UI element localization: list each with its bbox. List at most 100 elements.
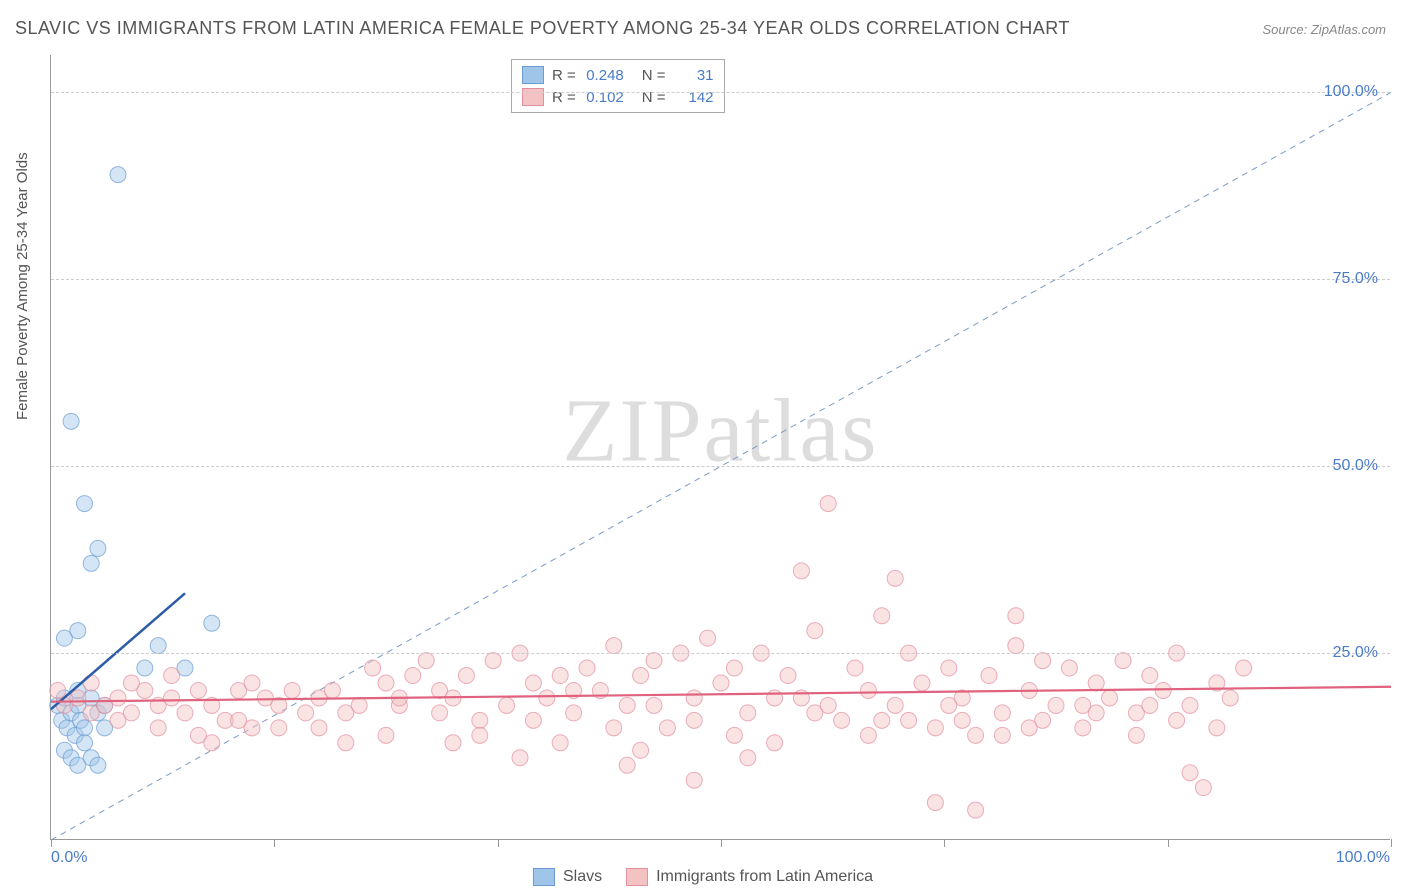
chart-title: SLAVIC VS IMMIGRANTS FROM LATIN AMERICA …: [15, 18, 1070, 39]
data-point: [994, 727, 1010, 743]
data-point: [927, 795, 943, 811]
data-point: [1021, 720, 1037, 736]
data-point: [767, 735, 783, 751]
data-point: [150, 638, 166, 654]
data-point: [579, 660, 595, 676]
data-point: [324, 682, 340, 698]
x-tick: [1168, 839, 1169, 847]
data-point: [1142, 668, 1158, 684]
data-point: [968, 802, 984, 818]
data-point: [860, 682, 876, 698]
data-point: [606, 638, 622, 654]
data-point: [994, 705, 1010, 721]
data-point: [1035, 653, 1051, 669]
data-point: [1236, 660, 1252, 676]
data-point: [1048, 697, 1064, 713]
data-point: [1142, 697, 1158, 713]
data-point: [1102, 690, 1118, 706]
legend-swatch-latin: [626, 868, 648, 886]
y-tick-label: 50.0%: [1333, 457, 1378, 475]
data-point: [351, 697, 367, 713]
data-point: [432, 705, 448, 721]
data-point: [311, 720, 327, 736]
grid-line: [51, 92, 1390, 93]
data-point: [1209, 720, 1225, 736]
data-point: [713, 675, 729, 691]
data-point: [874, 712, 890, 728]
data-point: [941, 660, 957, 676]
data-point: [499, 697, 515, 713]
data-point: [887, 697, 903, 713]
data-point: [780, 668, 796, 684]
data-point: [633, 742, 649, 758]
data-point: [927, 720, 943, 736]
data-point: [472, 712, 488, 728]
legend-label-slavs: Slavs: [563, 868, 602, 886]
data-point: [1088, 675, 1104, 691]
data-point: [418, 653, 434, 669]
data-point: [445, 735, 461, 751]
data-point: [552, 668, 568, 684]
legend-swatch-slavs: [533, 868, 555, 886]
data-point: [298, 705, 314, 721]
data-point: [820, 496, 836, 512]
data-point: [458, 668, 474, 684]
data-point: [834, 712, 850, 728]
data-point: [525, 675, 541, 691]
data-point: [767, 690, 783, 706]
data-point: [204, 615, 220, 631]
data-point: [981, 668, 997, 684]
data-point: [807, 623, 823, 639]
data-point: [740, 750, 756, 766]
x-tick: [274, 839, 275, 847]
data-point: [860, 727, 876, 743]
data-point: [914, 675, 930, 691]
data-point: [1075, 720, 1091, 736]
data-point: [1008, 638, 1024, 654]
grid-line: [51, 653, 1390, 654]
x-tick: [51, 839, 52, 847]
data-point: [686, 712, 702, 728]
grid-line: [51, 466, 1390, 467]
x-tick-label: 0.0%: [51, 849, 87, 867]
data-point: [177, 705, 193, 721]
data-point: [1222, 690, 1238, 706]
x-tick-label: 100.0%: [1336, 849, 1390, 867]
data-point: [1182, 697, 1198, 713]
data-point: [686, 772, 702, 788]
data-point: [1088, 705, 1104, 721]
data-point: [968, 727, 984, 743]
data-point: [1155, 682, 1171, 698]
data-point: [110, 167, 126, 183]
data-point: [901, 712, 917, 728]
data-point: [110, 690, 126, 706]
data-point: [190, 682, 206, 698]
data-point: [646, 653, 662, 669]
data-point: [338, 735, 354, 751]
data-point: [77, 496, 93, 512]
x-tick: [1391, 839, 1392, 847]
data-point: [793, 563, 809, 579]
data-point: [150, 720, 166, 736]
y-tick-label: 100.0%: [1324, 83, 1378, 101]
data-point: [123, 675, 139, 691]
data-point: [552, 735, 568, 751]
data-point: [50, 682, 66, 698]
x-tick: [944, 839, 945, 847]
y-tick-label: 75.0%: [1333, 270, 1378, 288]
data-point: [633, 668, 649, 684]
data-point: [887, 570, 903, 586]
data-point: [110, 712, 126, 728]
data-point: [686, 690, 702, 706]
data-point: [472, 727, 488, 743]
data-point: [941, 697, 957, 713]
data-point: [137, 660, 153, 676]
data-point: [405, 668, 421, 684]
data-point: [1061, 660, 1077, 676]
y-tick-label: 25.0%: [1333, 644, 1378, 662]
data-point: [83, 675, 99, 691]
data-point: [525, 712, 541, 728]
data-point: [619, 697, 635, 713]
data-point: [244, 675, 260, 691]
y-axis-label: Female Poverty Among 25-34 Year Olds: [14, 152, 31, 420]
